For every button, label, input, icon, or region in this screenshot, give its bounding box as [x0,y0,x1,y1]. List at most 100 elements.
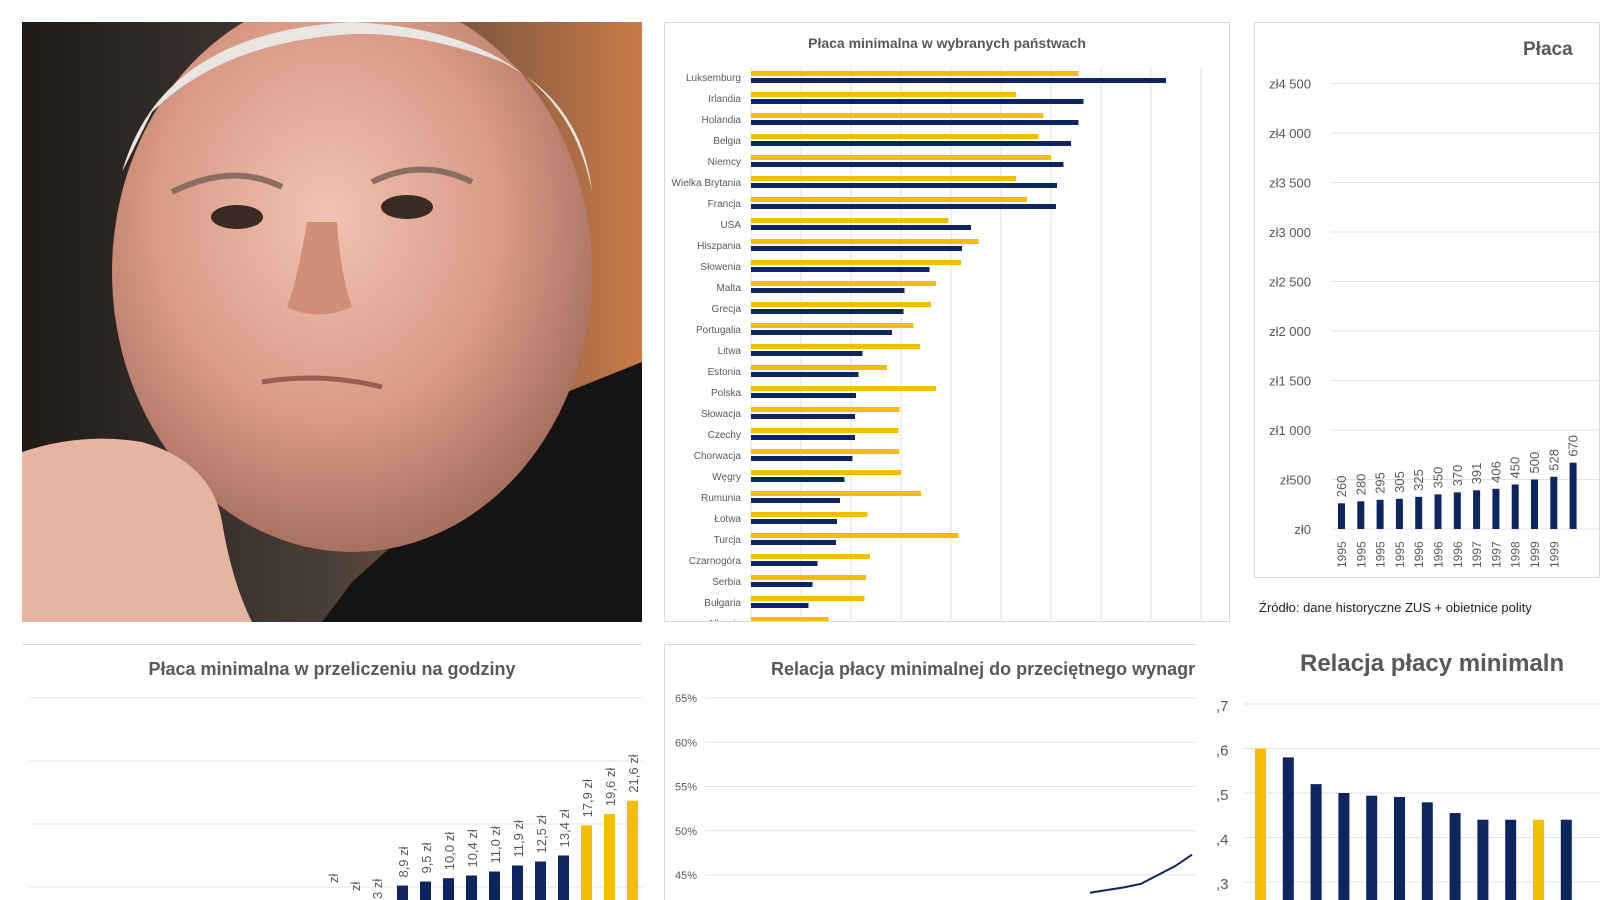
bar-yellow [751,596,865,601]
y-tick-label: zł4 500 [1269,77,1311,92]
bar-navy [751,309,904,314]
bar [581,825,592,900]
category-label: Luksemburg [686,73,741,84]
hourly-chart-title: Płaca minimalna w przeliczeniu na godzin… [148,659,516,679]
bar-yellow [751,155,1051,160]
bar-navy [751,498,840,503]
bar [1560,819,1572,900]
category-label: Irlandia [708,94,741,105]
x-tick-label: 1995 [1374,541,1388,568]
bar-value-label: 8,9 zł [396,846,411,877]
category-label: Chorwacja [694,451,742,462]
bar-navy [751,393,856,398]
bar-value-label: 12,5 zł [534,815,549,853]
bar-yellow [751,239,979,244]
bar [1376,499,1384,529]
bar-value-label: 295 [1373,472,1388,494]
x-tick-label: 1996 [1451,541,1465,568]
y-tick-label: ,3 [1216,876,1229,893]
bar-navy [751,477,845,482]
category-label: Grecja [712,304,742,315]
bar-yellow [751,449,900,454]
bar [604,814,615,900]
bar [397,885,408,900]
bar [1395,498,1403,529]
category-label: Serbia [712,577,741,588]
bar [512,865,523,900]
category-label: Litwa [718,346,742,357]
x-tick-label: 1997 [1489,541,1503,568]
y-tick-label: 65% [675,693,697,705]
bar [420,881,431,900]
bar [1492,488,1500,529]
bar-yellow [751,92,1016,97]
ratio-bars-chart: ,3 ,4 ,5 ,6 ,7 [1216,698,1600,900]
ratio-line-chart: 45% 50% 55% 60% 65% [675,693,1196,894]
history-chart-panel: Płaca zł0 zł500 zł1 000 zł1 500 zł2 000 zł2 5… [1254,22,1600,578]
category-label: Rumunia [701,493,741,504]
bar-navy [751,456,853,461]
bar-yellow [751,218,949,223]
y-tick-label: ,7 [1216,698,1229,715]
bar-value-label: zł [348,882,363,892]
bar-navy [751,330,892,335]
hourly-chart-panel: Płaca minimalna w przeliczeniu na godzin… [22,644,642,900]
bar [466,875,477,900]
y-tick-label: zł3 000 [1269,225,1311,240]
bar [1531,479,1538,529]
bar [1505,819,1517,900]
portrait-photo-icon [22,22,642,622]
x-tick-label: 1996 [1412,541,1426,568]
bar [1569,462,1577,529]
category-label: Turcja [714,535,742,546]
bar-value-label: 13,4 zł [557,809,572,847]
bar [1415,496,1423,529]
bar-value-label: 528 [1546,449,1561,471]
bar-value-label: 9,5 zł [419,842,434,873]
history-chart: zł0 zł500 zł1 000 zł1 500 zł2 000 zł2 500 zł3 … [1269,77,1599,568]
portrait-photo [22,22,642,622]
category-label: Bułgaria [704,598,741,609]
bar [1394,797,1405,900]
bar-value-label: 10,4 zł [465,829,480,867]
bar-navy [751,288,905,293]
x-tick-label: 1996 [1432,541,1446,568]
category-label: Słowenia [700,262,741,273]
bar-navy [751,561,818,566]
bar-navy [751,162,1064,167]
category-label: Albania [708,619,742,622]
category-label: Wielka Brytania [672,178,742,189]
y-tick-label: zł3 500 [1269,176,1311,191]
bar-value-label: 670 [1566,435,1581,457]
x-tick-label: 1999 [1547,541,1561,568]
bar-navy [751,372,859,377]
bar [1357,501,1365,529]
bar-yellow [751,323,914,328]
ratio-bars-chart-panel: Relacja płacy minimaln ,3 ,4 ,5 ,6 ,7 [1210,644,1600,900]
y-tick-label: zł500 [1280,473,1311,488]
bar-value-label: 406 [1488,461,1503,483]
ratio-bars-chart-title: Relacja płacy minimaln [1300,650,1565,677]
bar-yellow [751,344,920,349]
y-tick-label: zł1 000 [1269,423,1311,438]
bar-yellow [751,302,931,307]
bar [1310,784,1322,900]
bar-value-label: 350 [1431,467,1446,489]
category-label: Holandia [702,115,742,126]
y-tick-label: zł1 500 [1269,374,1311,389]
bar [1421,802,1433,900]
bar-value-label: 11,0 zł [488,826,503,863]
bar-navy [751,120,1079,125]
bar-yellow [751,281,936,286]
bar-yellow [751,260,961,265]
bar-navy [751,603,809,608]
category-label: Węgry [712,472,741,483]
bar-yellow [751,428,899,433]
bar [558,855,569,900]
category-label: Łotwa [714,514,741,525]
y-tick-label: 45% [675,870,697,882]
bar-navy [751,99,1084,104]
bar [1366,795,1378,900]
bar-yellow [751,197,1027,202]
